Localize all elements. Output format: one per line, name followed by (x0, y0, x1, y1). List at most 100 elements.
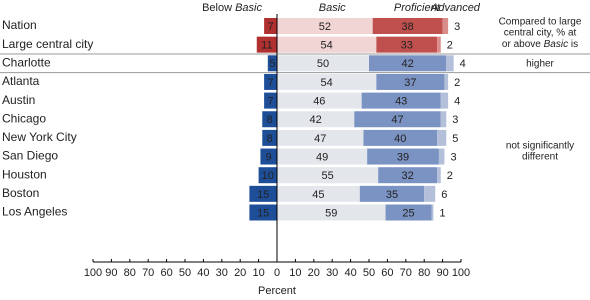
value-label: 40 (394, 133, 406, 145)
bar-segment (277, 129, 364, 146)
value-label: 49 (316, 151, 328, 163)
x-tick-label: 60 (381, 267, 393, 279)
bar-segment (385, 204, 432, 221)
bar-segment (444, 73, 449, 90)
value-label: 47 (391, 114, 403, 126)
bar-segment (264, 18, 277, 34)
value-label: 7 (267, 21, 273, 33)
x-tick-label: 20 (308, 267, 320, 279)
x-tick-label: 100 (452, 267, 470, 279)
category-label: San Diego (2, 149, 58, 163)
value-label: 2 (454, 77, 460, 89)
bar-segment (440, 92, 449, 109)
bar-segment (361, 92, 441, 109)
higher-label: higher (526, 59, 554, 70)
bar-segment (277, 148, 368, 165)
value-label: 59 (325, 207, 337, 219)
bar-segment (431, 204, 434, 221)
category-label: Houston (2, 167, 47, 181)
value-label: 5 (269, 58, 275, 70)
legend-label: Basic (319, 2, 346, 14)
x-tick-label: 30 (216, 267, 228, 279)
value-label: 8 (267, 133, 273, 145)
bar-segment (277, 111, 355, 128)
value-label: 6 (441, 189, 447, 201)
bar-segment (277, 73, 377, 90)
x-tick-label: 50 (179, 267, 191, 279)
bar-segment (437, 129, 447, 146)
x-tick-label: 20 (234, 267, 246, 279)
value-label: 4 (460, 58, 466, 70)
value-label: 37 (404, 77, 416, 89)
legend-label: Proficient (394, 2, 441, 14)
bar-segment (367, 148, 439, 165)
bar-segment (376, 36, 438, 53)
bar-segment (277, 92, 362, 109)
x-tick-label: 90 (105, 267, 117, 279)
bar-segment (437, 36, 441, 53)
x-tick-label: 10 (289, 267, 301, 279)
bar-segment (363, 129, 438, 146)
legend-label: Below Basic (202, 2, 262, 14)
category-label: Large central city (2, 37, 93, 51)
value-label: 42 (402, 58, 414, 70)
bar-segment (264, 92, 277, 109)
note: Compared to large (499, 17, 582, 28)
bar-segment (277, 36, 377, 53)
value-label: 11 (261, 40, 272, 52)
bar-segment (277, 55, 369, 72)
value-label: 15 (257, 207, 269, 219)
bar-segment (249, 185, 277, 202)
bar-segment (369, 55, 447, 72)
value-label: 54 (321, 77, 333, 89)
category-label: Charlotte (2, 55, 51, 69)
category-label: Atlanta (2, 74, 40, 88)
category-label: Los Angeles (2, 205, 67, 219)
value-label: 38 (402, 21, 414, 33)
value-label: 47 (314, 133, 326, 145)
bar-segment (262, 111, 277, 128)
x-tick-label: 70 (142, 267, 154, 279)
bar-segment (262, 129, 277, 146)
x-tick-label: 90 (436, 267, 448, 279)
value-label: 45 (312, 189, 324, 201)
value-label: 7 (267, 77, 273, 89)
value-label: 4 (454, 96, 460, 108)
value-label: 10 (262, 170, 274, 182)
bar-segment (372, 18, 443, 34)
bar-segment (277, 185, 360, 202)
bar-segment (264, 73, 277, 90)
value-label: 35 (386, 189, 398, 201)
value-label: 3 (454, 21, 460, 33)
x-tick-label: 100 (84, 267, 102, 279)
value-label: 50 (317, 58, 329, 70)
bar-segment (359, 185, 425, 202)
category-label: New York City (2, 130, 77, 144)
value-label: 9 (266, 151, 272, 163)
value-label: 46 (313, 96, 325, 108)
x-tick-label: 10 (252, 267, 264, 279)
x-axis-title: Percent (258, 285, 296, 297)
value-label: 55 (321, 170, 333, 182)
bar-segment (424, 185, 436, 202)
value-label: 52 (319, 21, 331, 33)
bar-segment (446, 55, 454, 72)
x-tick-label: 60 (160, 267, 172, 279)
value-label: 3 (450, 151, 456, 163)
legend-label: Advanced (430, 2, 481, 14)
x-tick-label: 40 (344, 267, 356, 279)
value-label: 42 (310, 114, 322, 126)
value-label: 43 (395, 96, 407, 108)
value-label: 25 (402, 207, 414, 219)
value-label: 15 (257, 189, 269, 201)
bar-segment (277, 204, 386, 221)
bar-segment (277, 18, 373, 34)
bar-segment (378, 167, 438, 184)
category-label: Chicago (2, 111, 46, 125)
bar-segment (277, 167, 379, 184)
x-tick-label: 70 (400, 267, 412, 279)
value-label: 54 (321, 40, 333, 52)
x-tick-label: 80 (124, 267, 136, 279)
category-label: Boston (2, 186, 39, 200)
bar-segment (438, 148, 445, 165)
